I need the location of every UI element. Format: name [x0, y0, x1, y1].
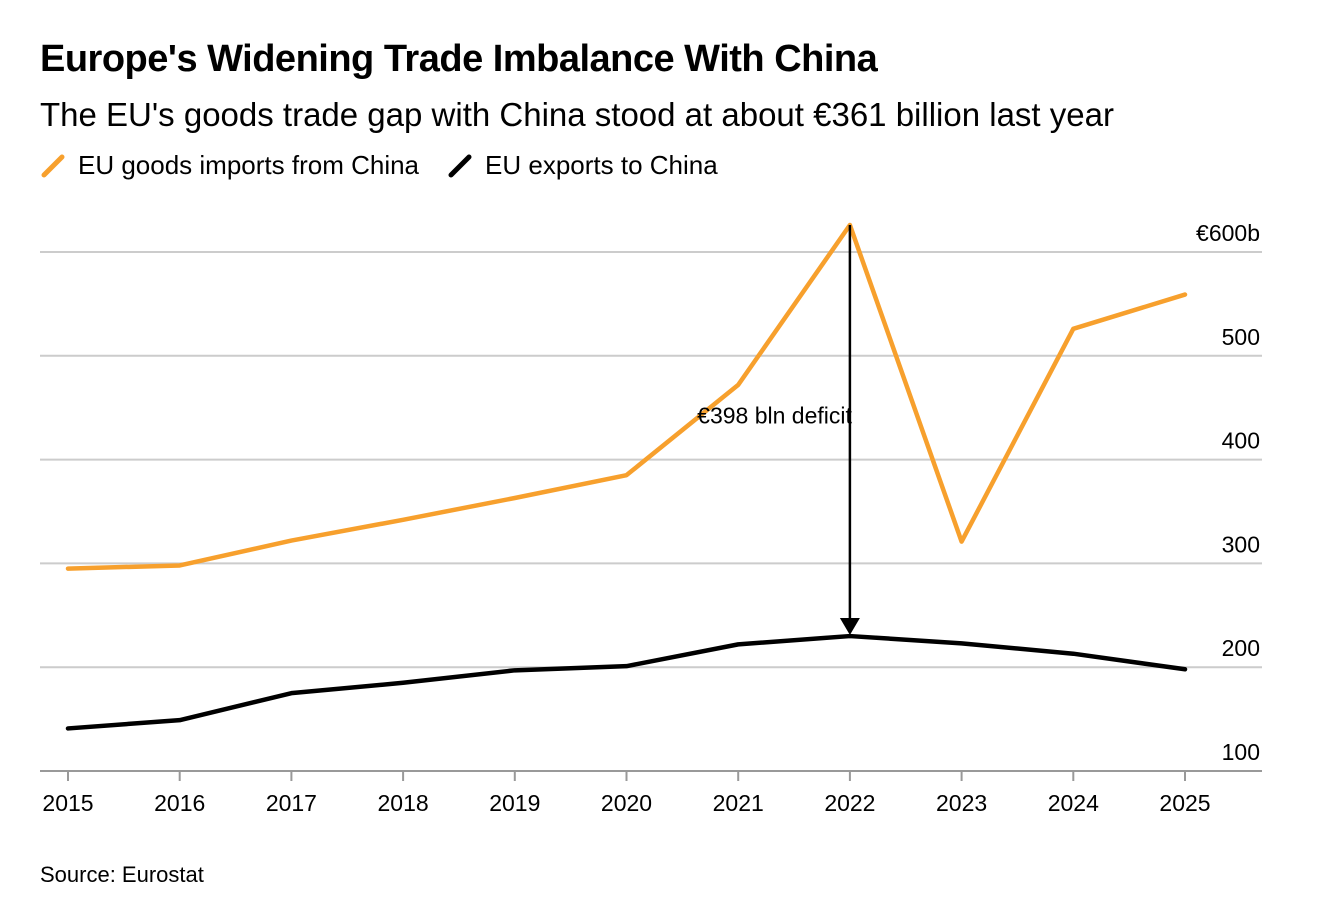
- x-tick-label: 2019: [489, 790, 540, 816]
- source-note: Source: Eurostat: [40, 862, 204, 887]
- y-tick-label: 400: [1222, 428, 1260, 454]
- y-tick-label: 500: [1222, 324, 1260, 350]
- chart-title: Europe's Widening Trade Imbalance With C…: [40, 38, 878, 80]
- x-tick-label: 2022: [824, 790, 875, 816]
- x-tick-label: 2023: [936, 790, 987, 816]
- legend-swatch-imports: [41, 154, 65, 177]
- series-line-exports: [65, 633, 1188, 731]
- y-tick-label: 300: [1222, 531, 1260, 557]
- x-tick-label: 2020: [601, 790, 652, 816]
- legend: EU goods imports from China EU exports t…: [40, 150, 746, 181]
- series-line-imports: [65, 222, 1188, 571]
- y-tick-label: 100: [1222, 739, 1260, 765]
- deficit-annotation: €398 bln deficit: [697, 403, 852, 429]
- legend-item-exports: EU exports to China: [447, 150, 718, 181]
- legend-item-imports: EU goods imports from China: [40, 150, 419, 181]
- x-tick-label: 2017: [266, 790, 317, 816]
- y-tick-label: 200: [1222, 635, 1260, 661]
- x-tick-label: 2024: [1048, 790, 1099, 816]
- legend-label-exports: EU exports to China: [485, 150, 718, 180]
- x-tick-label: 2018: [378, 790, 429, 816]
- deficit-arrow-head: [839, 618, 860, 636]
- chart-subtitle: The EU's goods trade gap with China stoo…: [40, 96, 1114, 133]
- legend-label-imports: EU goods imports from China: [78, 150, 420, 180]
- x-tick-label: 2016: [154, 790, 205, 816]
- x-tick-label: 2025: [1159, 790, 1210, 816]
- x-tick-label: 2021: [713, 790, 764, 816]
- y-tick-label: €600b: [1196, 220, 1260, 246]
- x-tick-label: 2015: [42, 790, 93, 816]
- legend-swatch-exports: [448, 154, 472, 177]
